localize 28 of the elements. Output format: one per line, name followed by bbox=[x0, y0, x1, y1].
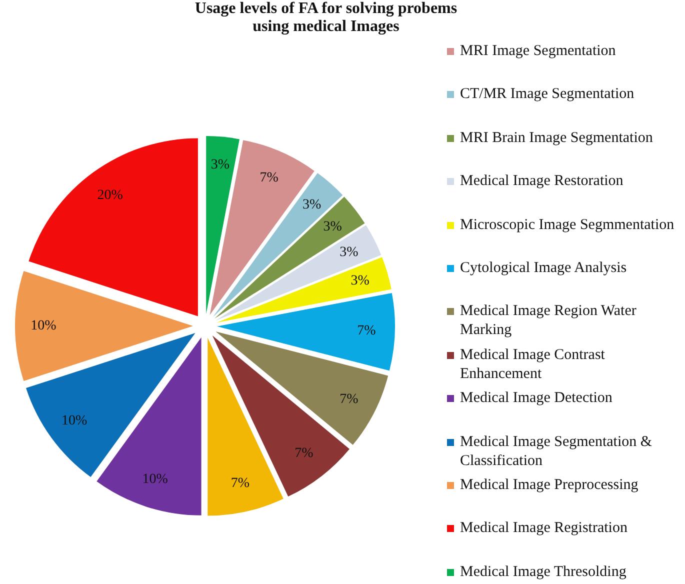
data-label: 10% bbox=[61, 413, 88, 428]
legend-label: Medical Image Segmentation & Classification bbox=[460, 432, 654, 471]
legend-label: Medical Image Registration bbox=[460, 519, 628, 538]
legend-label: MRI Brain Image Segmentation bbox=[460, 128, 654, 148]
legend-label: Medical Image Region Water Marking bbox=[460, 302, 638, 340]
data-label: 7% bbox=[357, 324, 376, 339]
legend-label: MRI Image Segmentation bbox=[460, 42, 617, 61]
data-label: 3% bbox=[302, 197, 322, 212]
legend-label: Medical Image Detection bbox=[460, 389, 614, 408]
data-label: 7% bbox=[230, 476, 250, 492]
legend-label: Medical Image Contrast Enhancement bbox=[460, 346, 606, 384]
data-label: 3% bbox=[210, 158, 230, 173]
legend-label: Medical Image Preprocessing bbox=[460, 476, 640, 495]
legend-label: Cytological Image Analysis bbox=[460, 259, 628, 278]
chart-title: Usage levels of FA for solving probems using medical Images bbox=[194, 0, 458, 36]
legend-label: CT/MR Image Segmentation bbox=[460, 85, 636, 104]
legend-label: Microscopic Image Segmmentation bbox=[460, 216, 676, 235]
data-label: 7% bbox=[260, 170, 279, 186]
data-label: 10% bbox=[142, 472, 168, 488]
data-label: 3% bbox=[340, 245, 359, 260]
legend-label: Medical Image Restoration bbox=[460, 172, 624, 192]
data-label: 20% bbox=[97, 188, 124, 203]
data-label: 10% bbox=[30, 318, 57, 334]
data-label: 7% bbox=[294, 446, 314, 462]
data-label: 3% bbox=[350, 273, 370, 288]
data-label: 7% bbox=[340, 392, 359, 407]
data-label: 3% bbox=[323, 220, 342, 235]
legend-label: Medical Image Thresolding bbox=[460, 562, 628, 582]
